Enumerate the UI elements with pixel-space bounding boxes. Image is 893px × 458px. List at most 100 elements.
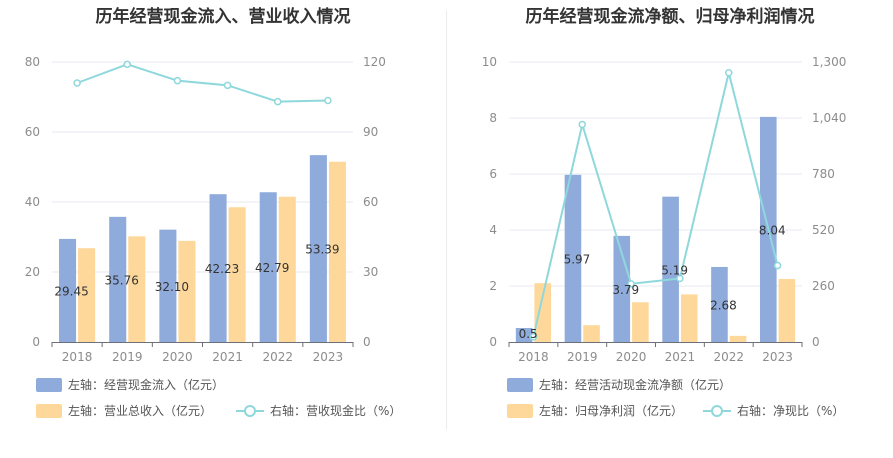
line-series <box>532 72 779 338</box>
y-right-tick-label: 0 <box>363 335 371 349</box>
bar-5-secondary <box>778 279 796 342</box>
line-series <box>76 63 328 103</box>
bar-3-primary <box>662 196 679 342</box>
chart-plot: 0 0 2 260 4 520 6 780 8 1,040 10 1,300 2018 2019 2020 2… <box>482 55 847 364</box>
x-tick-label: 2019 <box>567 350 598 364</box>
bar-3-secondary <box>680 294 698 342</box>
y-left-tick-label: 0 <box>489 335 497 349</box>
bar-4-secondary <box>729 335 747 342</box>
bar-1-secondary <box>128 236 146 342</box>
legend-item-revenue[interactable]: 左轴：营业总收入（亿元） <box>36 402 212 419</box>
bar-1-secondary <box>583 325 600 342</box>
legend-label: 左轴：经营活动现金流净额（亿元） <box>539 378 732 392</box>
data-label-4: 42.79 <box>255 261 289 275</box>
data-label-5: 8.04 <box>759 223 786 237</box>
y-right-tick-label: 1,040 <box>812 111 846 125</box>
bar-0-secondary <box>534 283 552 342</box>
bar-5-primary <box>309 155 327 342</box>
chart-plot: 0 0 20 30 40 60 60 90 80 120 2018 2019 2020 2021 2022 2… <box>25 55 386 364</box>
legend-label: 右轴：净现比（%） <box>737 404 845 418</box>
data-label-0: 0.5 <box>519 327 538 341</box>
chart-panel-cash-inflow: 历年经营现金流入、营业收入情况 0 0 20 30 40 60 60 90 80 120 2018 2… <box>0 0 446 458</box>
x-tick-label: 2020 <box>162 350 193 364</box>
x-tick-label: 2023 <box>762 350 793 364</box>
y-right-tick-label: 90 <box>363 125 378 139</box>
legend-label: 左轴：归母净利润（亿元） <box>539 404 684 418</box>
legend-swatch-bar-blue <box>36 377 62 392</box>
data-label-1: 5.97 <box>564 252 591 266</box>
data-label-0: 29.45 <box>54 284 88 298</box>
x-tick-label: 2021 <box>212 350 243 364</box>
data-label-2: 32.10 <box>155 280 189 294</box>
y-left-tick-label: 40 <box>25 195 40 209</box>
legend-swatch-bar-blue <box>507 377 533 392</box>
bar-1-primary <box>109 216 127 342</box>
bar-0-primary <box>515 328 533 342</box>
x-tick-label: 2019 <box>112 350 143 364</box>
bar-3-secondary <box>228 207 246 342</box>
bar-2-primary <box>159 229 177 342</box>
legend-label: 右轴：营收现金比（%） <box>270 404 402 418</box>
y-right-tick-label: 120 <box>363 55 386 69</box>
y-left-tick-label: 2 <box>489 279 497 293</box>
bar-4-secondary <box>278 196 296 342</box>
data-label-3: 5.19 <box>661 263 688 277</box>
y-left-tick-label: 10 <box>482 55 497 69</box>
data-label-3: 42.23 <box>205 262 239 276</box>
chart-panel-net-cash: 历年经营现金流净额、归母净利润情况 0 0 2 260 4 520 6 780 8 1,040 10… <box>447 0 893 458</box>
bar-2-primary <box>613 235 631 342</box>
y-left-tick-label: 80 <box>25 55 40 69</box>
bar-1-primary <box>564 174 582 342</box>
x-tick-label: 2022 <box>262 350 293 364</box>
bar-2-secondary <box>632 302 649 342</box>
legend-label: 左轴：营业总收入（亿元） <box>68 404 213 418</box>
y-right-tick-label: 260 <box>812 279 835 293</box>
legend-label: 左轴：经营现金流入（亿元） <box>68 378 225 392</box>
legend-item-net-cash-ratio[interactable]: 右轴：净现比（%） <box>703 402 844 419</box>
line-point-0 <box>529 333 538 341</box>
y-right-tick-label: 60 <box>363 195 378 209</box>
x-tick-label: 2018 <box>62 350 93 364</box>
bar-4-primary <box>711 266 728 342</box>
legend-item-cash-inflow[interactable]: 左轴：经营现金流入（亿元） <box>36 376 224 393</box>
x-tick-label: 2023 <box>313 350 344 364</box>
legend-swatch-bar-orange <box>36 403 62 418</box>
y-right-tick-label: 0 <box>812 335 820 349</box>
legend-item-net-profit[interactable]: 左轴：归母净利润（亿元） <box>507 402 683 419</box>
y-left-tick-label: 20 <box>25 265 40 279</box>
bar-3-primary <box>209 194 227 342</box>
x-tick-label: 2021 <box>665 350 696 364</box>
y-right-tick-label: 780 <box>812 167 835 181</box>
legend-swatch-line-icon <box>703 404 731 418</box>
x-tick-label: 2020 <box>616 350 647 364</box>
bar-4-primary <box>259 192 277 342</box>
line-point-1 <box>578 120 586 129</box>
y-left-tick-label: 8 <box>489 111 497 125</box>
chart-title: 历年经营现金流净额、归母净利润情况 <box>525 7 815 27</box>
x-tick-label: 2022 <box>713 350 744 364</box>
line-point-5 <box>773 261 782 270</box>
bar-5-secondary <box>328 161 346 342</box>
data-label-5: 53.39 <box>305 243 339 257</box>
y-left-tick-label: 0 <box>32 335 40 349</box>
legend-item-cash-ratio[interactable]: 右轴：营收现金比（%） <box>236 402 401 419</box>
data-label-2: 3.79 <box>612 283 639 297</box>
data-label-4: 2.68 <box>710 298 737 312</box>
bar-2-secondary <box>178 240 196 342</box>
bar-0-secondary <box>78 248 96 342</box>
line-point-2 <box>173 76 182 85</box>
legend-swatch-line-icon <box>236 404 264 418</box>
data-label-1: 35.76 <box>105 273 139 287</box>
line-point-5 <box>324 96 332 105</box>
x-tick-label: 2018 <box>518 350 549 364</box>
legend-item-net-cash-flow[interactable]: 左轴：经营活动现金流净额（亿元） <box>507 376 731 393</box>
y-left-tick-label: 6 <box>489 167 497 181</box>
line-point-4 <box>274 97 282 106</box>
y-right-tick-label: 1,300 <box>812 55 846 69</box>
line-point-4 <box>725 69 733 77</box>
y-right-tick-label: 30 <box>363 265 378 279</box>
y-left-tick-label: 4 <box>489 223 497 237</box>
bar-0-primary <box>59 238 77 342</box>
chart-title: 历年经营现金流入、营业收入情况 <box>95 7 351 27</box>
legend-swatch-bar-orange <box>507 403 533 418</box>
